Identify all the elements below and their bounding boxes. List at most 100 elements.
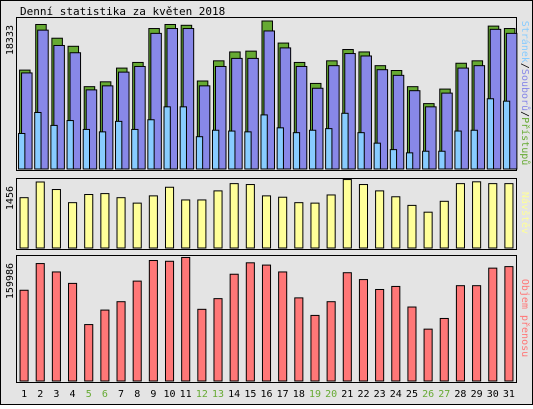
bar-pages xyxy=(373,142,381,170)
bar-visits xyxy=(19,197,29,249)
day-label: 11 xyxy=(180,389,192,400)
bar-files xyxy=(247,57,259,170)
panel-bottom: 159986 xyxy=(5,255,517,383)
bar-pages xyxy=(82,128,91,170)
day-label: 26 xyxy=(422,389,434,400)
bar-kbytes xyxy=(68,282,78,382)
chart-title: Denní statistika za květen 2018 xyxy=(20,5,225,18)
bar-kbytes xyxy=(423,328,433,382)
bar-kbytes xyxy=(19,289,29,382)
bar-pages xyxy=(341,112,349,170)
bar-visits xyxy=(261,195,272,249)
day-label: 15 xyxy=(244,389,256,400)
bar-visits xyxy=(326,194,336,249)
bar-pages xyxy=(228,130,236,170)
bar-files xyxy=(166,28,179,170)
bar-visits xyxy=(294,202,304,249)
bar-files xyxy=(473,65,486,170)
bar-pages xyxy=(502,100,511,170)
day-label: 19 xyxy=(309,389,321,400)
day-label: 22 xyxy=(357,389,369,400)
legend-middle: Návštěv xyxy=(519,192,531,234)
bar-kbytes xyxy=(148,260,158,382)
bar-files xyxy=(150,32,162,170)
bar-visits xyxy=(116,197,126,249)
bar-pages xyxy=(486,98,495,170)
bar-kbytes xyxy=(391,285,401,382)
y-max-label: 159986 xyxy=(5,263,16,299)
legend-separator: / xyxy=(519,63,530,69)
day-label: 6 xyxy=(102,389,108,400)
day-label: 30 xyxy=(487,389,499,400)
bar-visits xyxy=(84,194,94,249)
y-max-label: 18333 xyxy=(5,25,16,55)
bar-visits xyxy=(68,202,78,249)
day-label: 17 xyxy=(277,389,289,400)
bar-kbytes xyxy=(342,272,352,382)
bar-kbytes xyxy=(35,263,45,382)
bar-files xyxy=(21,72,33,170)
bar-kbytes xyxy=(504,266,514,382)
bar-files xyxy=(53,44,65,170)
bar-files xyxy=(328,65,340,170)
day-label: 2 xyxy=(37,389,43,400)
legend-bottom: Objem přenosu xyxy=(519,279,531,357)
bar-kbytes xyxy=(326,301,336,382)
day-label: 31 xyxy=(503,389,515,400)
bar-kbytes xyxy=(245,262,255,382)
bar-kbytes xyxy=(375,288,385,382)
bar-files xyxy=(198,85,211,170)
bar-pages xyxy=(163,106,171,170)
day-label: 27 xyxy=(438,389,450,400)
day-label: 14 xyxy=(228,389,240,400)
bar-visits xyxy=(132,202,142,249)
bar-visits xyxy=(164,186,175,249)
bar-pages xyxy=(131,128,139,170)
bar-pages xyxy=(115,120,123,170)
y-max-label: 1456 xyxy=(5,186,16,210)
bar-files xyxy=(408,90,421,170)
bar-visits xyxy=(488,183,498,249)
bar-pages xyxy=(147,119,155,170)
bar-kbytes xyxy=(358,279,369,382)
bar-visits xyxy=(213,190,223,249)
day-label: 20 xyxy=(325,389,337,400)
bar-pages xyxy=(50,124,58,170)
bar-files xyxy=(118,71,130,170)
bar-kbytes xyxy=(407,306,417,382)
bar-visits xyxy=(148,195,158,249)
bar-kbytes xyxy=(229,273,239,382)
bar-kbytes xyxy=(472,285,482,382)
bar-pages xyxy=(18,132,26,170)
bar-files xyxy=(295,65,308,170)
day-label: 29 xyxy=(471,389,483,400)
day-label: 24 xyxy=(390,389,402,400)
x-axis-day-labels: 1 2 3 4 5 6 7 8 9 10 11 12 13 14 15 16 17 18 19 20 21 22 23 24 2… xyxy=(21,389,515,400)
day-label: 28 xyxy=(454,389,466,400)
bar-visits xyxy=(472,181,482,249)
bar-pages xyxy=(179,106,187,170)
bar-kbytes xyxy=(213,298,223,382)
legend-separator: / xyxy=(519,111,530,117)
bar-pages xyxy=(260,114,268,170)
bar-pages xyxy=(438,150,446,170)
legend-files: Souborů xyxy=(519,69,531,111)
bar-pages xyxy=(325,128,333,170)
bar-kbytes xyxy=(488,267,498,382)
legend-visits: Návštěv xyxy=(519,192,531,234)
bar-pages xyxy=(98,131,107,170)
day-label: 7 xyxy=(118,389,124,400)
bar-pages xyxy=(357,132,365,170)
bar-pages xyxy=(66,120,74,170)
day-label: 1 xyxy=(21,389,27,400)
bar-files xyxy=(425,106,437,170)
bar-visits xyxy=(197,199,207,249)
bar-visits xyxy=(342,179,352,249)
bar-pages xyxy=(211,129,220,170)
day-label: 23 xyxy=(374,389,386,400)
bar-visits xyxy=(278,196,288,249)
bar-kbytes xyxy=(100,309,110,382)
bar-kbytes xyxy=(197,308,207,382)
bar-kbytes xyxy=(455,285,465,382)
